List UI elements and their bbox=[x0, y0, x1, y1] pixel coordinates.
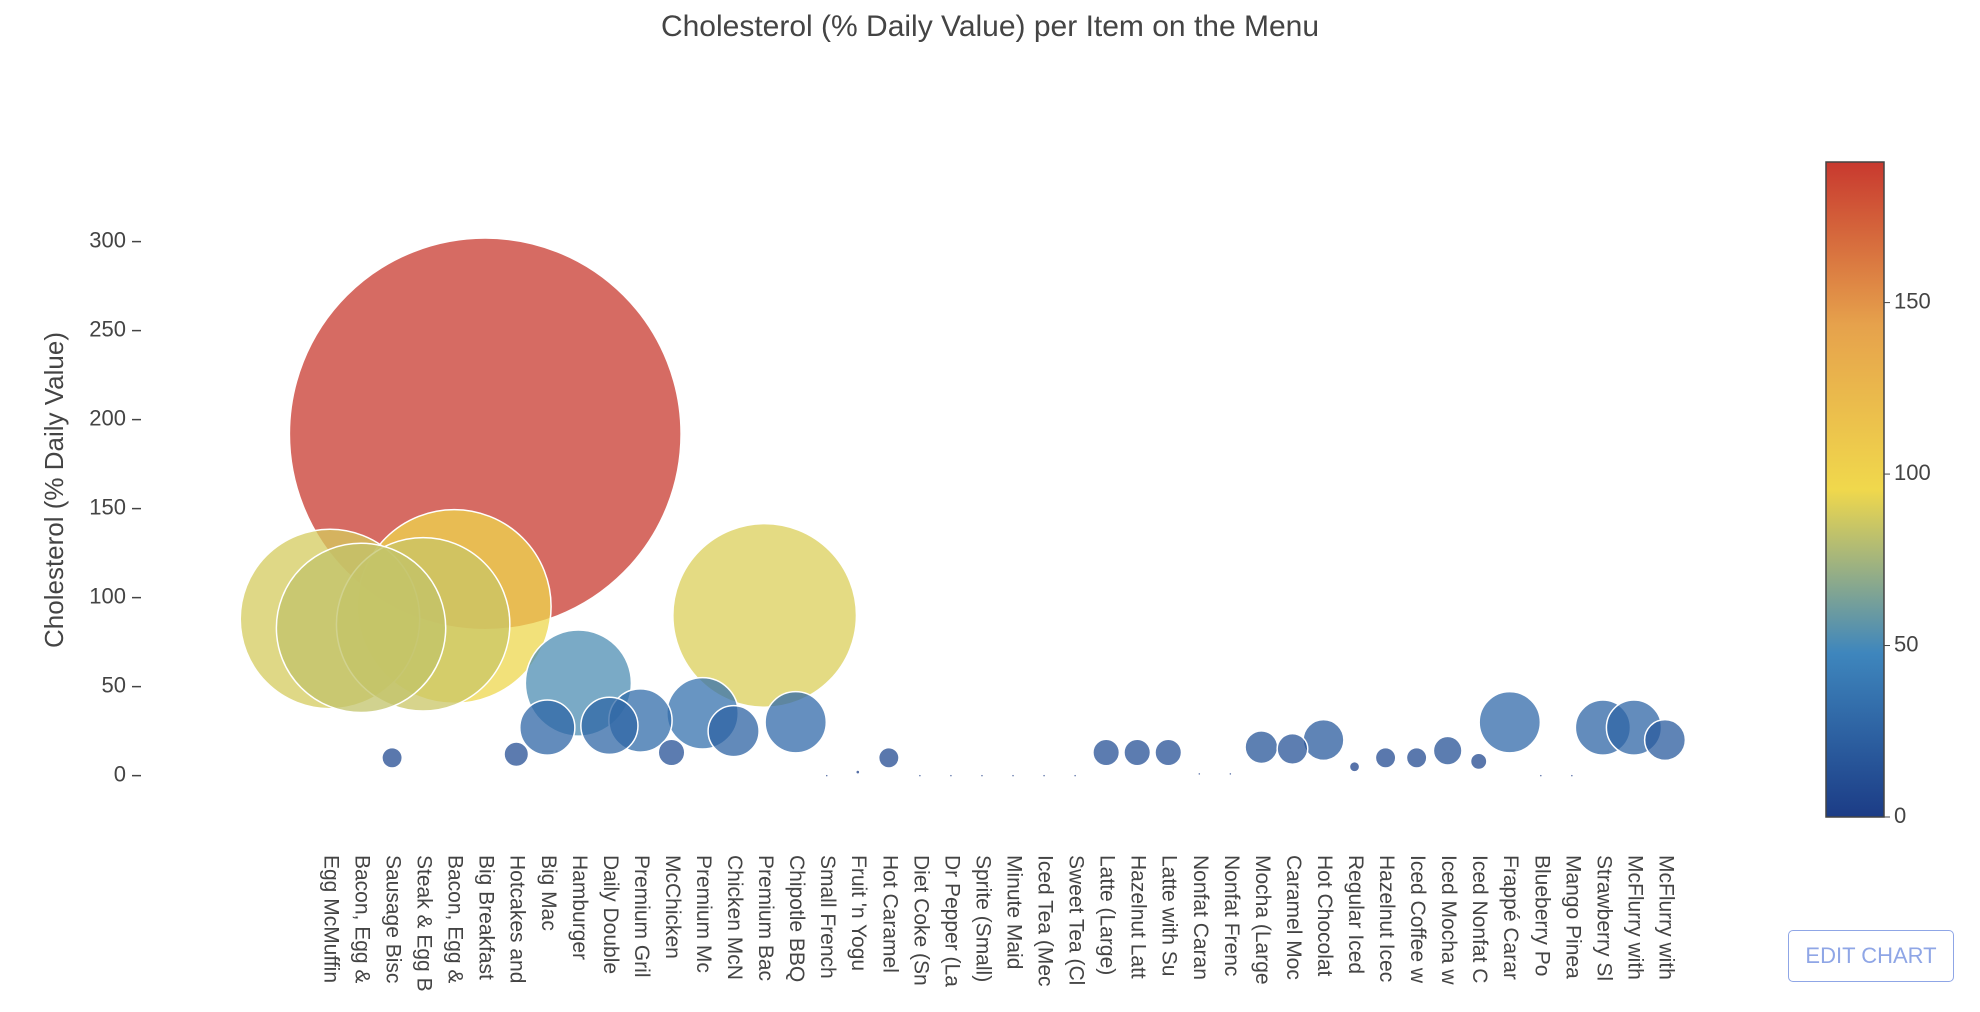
bubble bbox=[1010, 773, 1016, 778]
x-tick-label: Sprite (Small) bbox=[971, 855, 994, 982]
x-tick-label: Small French bbox=[816, 855, 839, 979]
x-tick-label: Hamburger bbox=[568, 855, 591, 960]
x-tick-label: Premium Bac bbox=[754, 855, 777, 981]
bubble bbox=[979, 773, 985, 778]
bubble bbox=[1123, 738, 1152, 767]
x-tick-label: Nonfat Caran bbox=[1189, 855, 1212, 980]
x-tick-label: McChicken bbox=[661, 855, 684, 959]
x-tick-label: Hot Caramel bbox=[878, 855, 901, 973]
x-tick-label: Chicken McN bbox=[723, 855, 746, 980]
x-tick-label: Hotcakes and bbox=[506, 855, 529, 983]
x-tick-label: Regular Iced bbox=[1344, 855, 1367, 974]
x-tick-label: Bacon, Egg & bbox=[444, 855, 467, 983]
bubble bbox=[1348, 760, 1361, 773]
x-tick-label: McFlurry with bbox=[1654, 855, 1677, 980]
bubble bbox=[1569, 773, 1575, 778]
x-tick-label: Iced Mocha w bbox=[1437, 855, 1460, 985]
y-axis-title: Cholesterol (% Daily Value) bbox=[39, 332, 69, 648]
bubble bbox=[1432, 735, 1463, 766]
x-tick-label: Big Mac bbox=[537, 855, 560, 931]
x-tick-label: Premium Gril bbox=[630, 855, 653, 978]
colorbar-tick-label: 100 bbox=[1894, 460, 1931, 485]
x-tick-label: Mocha (Large bbox=[1251, 855, 1274, 985]
x-tick-label: Daily Double bbox=[599, 855, 622, 974]
bubble bbox=[1092, 738, 1121, 767]
x-tick-label: Fruit 'n Yogu bbox=[847, 855, 870, 971]
x-tick-label: Egg McMuffin bbox=[319, 855, 342, 983]
y-tick-label: 250 bbox=[89, 316, 126, 341]
bubble bbox=[1374, 746, 1397, 769]
bubble bbox=[855, 769, 861, 775]
y-tick-label: 300 bbox=[89, 227, 126, 252]
x-tick-label: Iced Tea (Mec bbox=[1034, 855, 1057, 987]
x-tick-label: Nonfat Frenc bbox=[1220, 855, 1243, 976]
bubble bbox=[1041, 773, 1047, 778]
bubble bbox=[1405, 746, 1428, 769]
bubble bbox=[580, 696, 639, 756]
bubble bbox=[1228, 771, 1233, 777]
x-tick-label: Iced Coffee w bbox=[1406, 855, 1429, 984]
x-tick-label: Sausage Bisc bbox=[382, 855, 405, 983]
x-tick-label: Steak & Egg B bbox=[413, 855, 436, 992]
y-tick-label: 100 bbox=[89, 583, 126, 608]
bubble bbox=[877, 746, 900, 769]
x-tick-label: Frappé Carar bbox=[1499, 855, 1522, 980]
bubble bbox=[1302, 718, 1345, 762]
bubble bbox=[1643, 718, 1687, 762]
edit-chart-button[interactable]: EDIT CHART bbox=[1788, 930, 1954, 982]
x-tick-label: Latte (Large) bbox=[1096, 855, 1119, 975]
x-tick-label: Bacon, Egg & bbox=[350, 855, 373, 983]
x-tick-label: Minute Maid bbox=[1002, 855, 1025, 969]
bubble bbox=[519, 699, 576, 756]
colorbar-tick-label: 150 bbox=[1894, 288, 1931, 313]
bubble bbox=[503, 741, 530, 768]
colorbar bbox=[1825, 161, 1885, 818]
bubble bbox=[1276, 732, 1309, 765]
bubble bbox=[1538, 773, 1544, 778]
bubble bbox=[381, 746, 404, 769]
x-tick-label: Premium Mc bbox=[692, 855, 715, 973]
bubble bbox=[1244, 730, 1279, 765]
bubble bbox=[672, 522, 858, 708]
x-tick-label: Big Breakfast bbox=[475, 855, 498, 980]
x-tick-label: Sweet Tea (Cl bbox=[1065, 855, 1088, 985]
bubble bbox=[948, 773, 954, 778]
x-tick-label: Blueberry Po bbox=[1530, 855, 1553, 976]
x-tick-label: Hot Chocolat bbox=[1313, 855, 1336, 977]
x-tick-label: Diet Coke (Sn bbox=[909, 855, 932, 986]
x-tick-label: Iced Nonfat C bbox=[1468, 855, 1491, 983]
x-tick-label: Strawberry Sl bbox=[1592, 855, 1615, 981]
bubble bbox=[824, 773, 829, 778]
bubble bbox=[275, 542, 447, 714]
colorbar-tick-label: 0 bbox=[1894, 803, 1906, 828]
x-tick-label: Hazelnut Icec bbox=[1375, 855, 1398, 982]
x-tick-label: Hazelnut Latt bbox=[1127, 855, 1150, 979]
x-tick-label: Dr Pepper (La bbox=[940, 855, 963, 987]
bubble bbox=[1072, 773, 1078, 778]
colorbar-tick-label: 50 bbox=[1894, 631, 1918, 656]
bubble bbox=[764, 690, 828, 754]
x-tick-label: Chipotle BBQ bbox=[785, 855, 808, 982]
bubble bbox=[917, 773, 923, 778]
x-tick-label: Latte with Su bbox=[1158, 855, 1181, 976]
bubble bbox=[1154, 738, 1183, 767]
x-labels: Egg McMuffin Bacon, Egg & Sausage Bisc Stea… bbox=[319, 855, 1677, 992]
bubble bbox=[1469, 752, 1488, 771]
chart-title: Cholesterol (% Daily Value) per Item on … bbox=[661, 10, 1319, 43]
y-tick-label: 0 bbox=[114, 761, 126, 786]
x-tick-label: Caramel Moc bbox=[1282, 855, 1305, 980]
bubble bbox=[707, 704, 760, 758]
y-tick-label: 150 bbox=[89, 494, 126, 519]
y-tick-label: 200 bbox=[89, 405, 126, 430]
y-tick-label: 50 bbox=[102, 672, 126, 697]
bubble bbox=[1197, 771, 1202, 777]
bubble bbox=[657, 738, 686, 767]
x-tick-label: Mango Pinea bbox=[1561, 855, 1584, 979]
x-tick-label: McFlurry with bbox=[1623, 855, 1646, 980]
bubble bbox=[1478, 690, 1542, 754]
